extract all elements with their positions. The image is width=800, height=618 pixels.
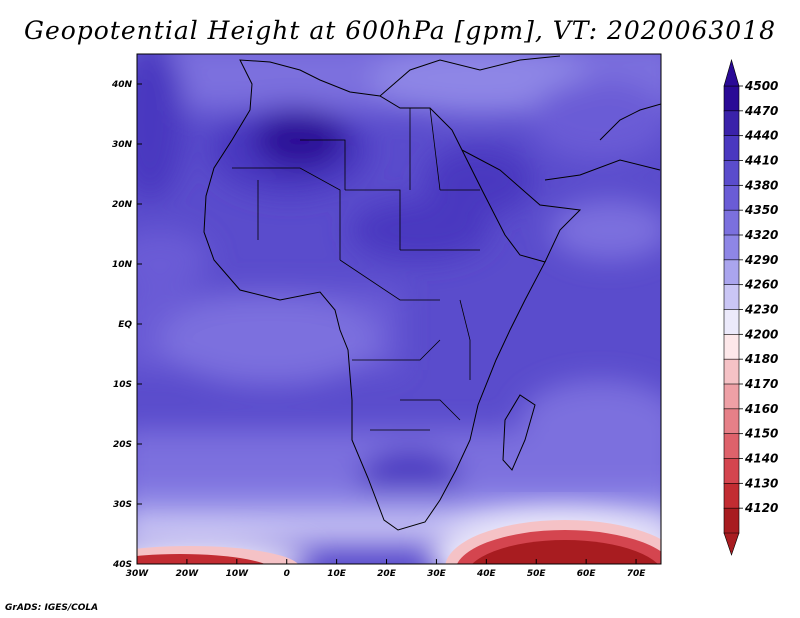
colorbar-label: 4260 <box>744 278 778 292</box>
colorbar-swatch <box>723 483 740 509</box>
latitude-labels: 40N 30N 20N 10N EQ 10S 20S 30S 40S <box>111 80 142 570</box>
country-borders <box>232 107 480 431</box>
colorbar-label: 4440 <box>744 129 778 143</box>
colorbar-label: 4230 <box>744 303 778 317</box>
lon-tick-label: 30W <box>126 569 150 579</box>
colorbar-swatch <box>723 284 740 311</box>
colorbar-label: 4170 <box>744 377 778 391</box>
colorbar-label: 4410 <box>744 154 778 168</box>
colorbar-swatch <box>723 458 740 484</box>
colorbar-label: 4180 <box>744 352 778 366</box>
colorbar-label: 4500 <box>744 79 778 93</box>
colorbar-swatch <box>723 309 740 335</box>
colorbar-label: 4320 <box>744 228 778 242</box>
lon-tick-label: 20E <box>377 569 397 579</box>
lon-tick-label: 20W <box>176 569 200 579</box>
colorbar-label: 4350 <box>744 203 778 217</box>
lon-tick-label: 60E <box>577 569 597 579</box>
colorbar-label: 4160 <box>744 402 778 416</box>
lat-tick-label: 10N <box>112 260 133 270</box>
height-field <box>137 54 661 564</box>
colorbar-swatch <box>723 334 740 360</box>
coastlines <box>203 55 661 531</box>
colorbar-swatch <box>723 135 740 162</box>
colorbar-swatch <box>723 433 740 460</box>
colorbar-label: 4140 <box>744 452 778 466</box>
colorbar: 4500 4470 4440 4410 4380 4350 4320 4290 4260 4230… <box>723 58 778 556</box>
lon-tick-label: 10W <box>226 569 250 579</box>
colorbar-label: 4380 <box>744 178 778 192</box>
lon-tick-label: 40E <box>476 569 497 579</box>
colorbar-top-arrow <box>723 58 740 87</box>
colorbar-swatch <box>723 209 740 236</box>
colorbar-label: 4150 <box>744 427 778 441</box>
map-frame <box>136 53 662 565</box>
colorbar-label: 4200 <box>744 327 778 341</box>
lat-tick-label: 30S <box>113 500 132 510</box>
colorbar-swatch <box>723 383 740 410</box>
colorbar-swatch <box>723 408 740 435</box>
colorbar-swatch <box>723 110 740 137</box>
colorbar-label: 4290 <box>744 253 778 267</box>
colorbar-swatch <box>723 85 740 112</box>
colorbar-swatch <box>723 507 740 534</box>
colorbar-swatch <box>723 160 740 186</box>
lat-tick-label: 40S <box>112 560 132 570</box>
lat-tick-label: EQ <box>118 320 132 330</box>
map-title: Geopotential Height at 600hPa [gpm], VT:… <box>23 16 777 45</box>
lon-tick-label: 70E <box>627 569 647 579</box>
lat-tick-label: 40N <box>111 80 133 90</box>
colorbar-bottom-arrow <box>723 532 740 556</box>
colorbar-swatch <box>723 234 740 261</box>
colorbar-label: 4470 <box>744 104 778 118</box>
lat-tick-label: 30N <box>112 140 133 150</box>
colorbar-label: 4130 <box>744 476 778 490</box>
lon-tick-label: 10E <box>327 569 347 579</box>
lon-tick-label: 50E <box>527 569 547 579</box>
grads-credit: GrADS: IGES/COLA <box>5 603 99 613</box>
lat-tick-label: 20S <box>113 440 132 450</box>
longitude-labels: 30W 20W 10W 0 10E 20E 30E 40E 50E 60E 70E <box>126 559 646 579</box>
lon-tick-label: 30E <box>427 569 447 579</box>
lon-tick-label: 0 <box>284 569 290 579</box>
colorbar-swatch <box>723 259 740 286</box>
colorbar-swatch <box>723 358 740 385</box>
colorbar-label: 4120 <box>744 501 778 515</box>
lat-tick-label: 20N <box>112 200 133 210</box>
colorbar-swatch <box>723 185 740 211</box>
lat-tick-label: 10S <box>113 380 132 390</box>
